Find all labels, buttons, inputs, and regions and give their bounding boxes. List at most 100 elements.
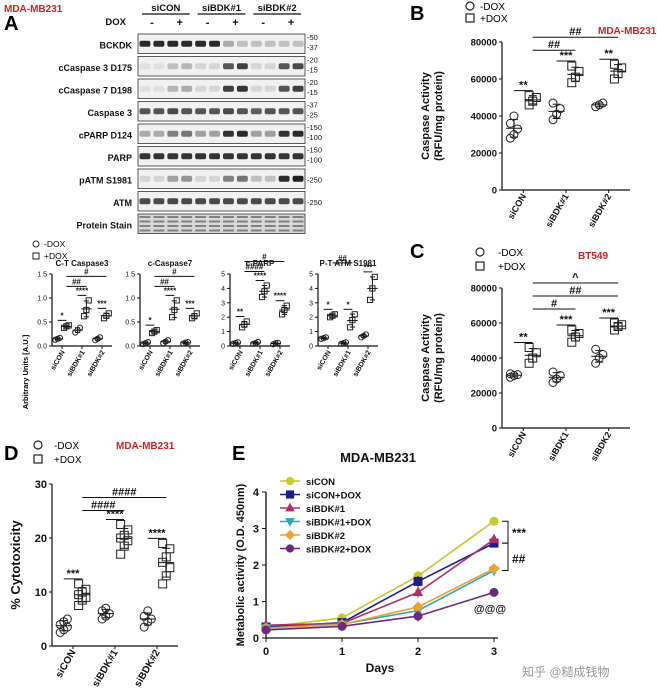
panel-a-letter: A bbox=[4, 13, 18, 35]
circle-marker bbox=[164, 337, 172, 344]
circle-marker bbox=[184, 339, 192, 346]
blot-strip bbox=[137, 101, 306, 122]
blot-mw-marker: -250 bbox=[307, 198, 322, 207]
blot-band bbox=[250, 153, 262, 160]
circle-marker bbox=[254, 338, 262, 346]
y-tick-label: 1.5 bbox=[37, 271, 47, 278]
significance-label: ## bbox=[512, 552, 526, 566]
square-marker bbox=[81, 584, 91, 594]
significance-label: # bbox=[262, 253, 267, 262]
x-axis-label: Days bbox=[366, 661, 395, 675]
blot-band bbox=[278, 225, 290, 227]
blot-band bbox=[236, 216, 248, 218]
blot-band bbox=[153, 153, 165, 160]
square-marker bbox=[531, 93, 541, 102]
circle-marker bbox=[555, 104, 565, 114]
blot-band bbox=[278, 63, 290, 70]
blot-band bbox=[181, 85, 193, 92]
blot-band bbox=[278, 85, 290, 92]
square-marker bbox=[165, 563, 175, 573]
x-tick-label: siBDK#2 bbox=[352, 349, 373, 378]
blot-band bbox=[195, 108, 207, 115]
y-tick-label: 60000 bbox=[471, 318, 497, 329]
y-axis-label: Metabolic activity (O.D. 450nm) bbox=[235, 483, 247, 646]
square-marker bbox=[263, 282, 270, 289]
panel-b-legend: -DOX +DOX bbox=[465, 1, 508, 25]
blot-band bbox=[167, 225, 179, 227]
blot-band bbox=[264, 130, 276, 137]
square-marker bbox=[153, 327, 160, 334]
y-tick-label: 2 bbox=[221, 315, 225, 322]
blot-mw-marker: -37 bbox=[307, 101, 318, 110]
blot-band bbox=[139, 108, 151, 115]
square-marker bbox=[165, 544, 175, 554]
blot-band bbox=[264, 108, 276, 115]
chart-title: c-PARP bbox=[246, 259, 275, 268]
circle-marker bbox=[322, 334, 330, 341]
blot-band bbox=[139, 216, 151, 218]
blot-band bbox=[167, 85, 179, 92]
blot-band bbox=[195, 40, 207, 47]
blot-band bbox=[236, 198, 248, 205]
blot-band bbox=[250, 220, 262, 223]
y-axis-label: Caspase Activity bbox=[420, 71, 432, 160]
triangle-marker bbox=[285, 518, 295, 527]
significance-label: ## bbox=[72, 277, 81, 286]
circle-marker bbox=[143, 606, 153, 616]
blot-row-label: cCaspase 3 D175 bbox=[58, 63, 132, 73]
blot-dox-sign: - bbox=[261, 17, 265, 29]
blot-band bbox=[223, 175, 234, 182]
y-tick-label: 0 bbox=[309, 343, 313, 350]
blot-band bbox=[209, 63, 220, 70]
y-tick-label: 3 bbox=[309, 300, 313, 307]
significance-label: ** bbox=[237, 308, 244, 317]
blot-dox-label: DOX bbox=[105, 17, 126, 28]
square-marker bbox=[243, 318, 250, 325]
significance-label: * bbox=[148, 316, 152, 325]
square-marker bbox=[331, 311, 338, 318]
blot-band bbox=[139, 198, 151, 205]
significance-label: * bbox=[60, 311, 64, 320]
square-marker bbox=[351, 311, 358, 318]
legend-circle-icon bbox=[33, 440, 43, 450]
x-tick-label: siCON bbox=[50, 350, 67, 372]
square-marker bbox=[65, 322, 72, 329]
square-marker bbox=[609, 318, 619, 328]
blot-band bbox=[292, 216, 304, 218]
blot-band bbox=[236, 225, 248, 227]
blot-band bbox=[167, 175, 179, 182]
x-tick-label: siBDK#2 bbox=[586, 192, 613, 229]
blot-band bbox=[167, 216, 179, 218]
blot-band bbox=[223, 220, 234, 223]
blot-band bbox=[250, 229, 262, 232]
y-tick-label: 4 bbox=[221, 286, 225, 293]
blot-band bbox=[236, 153, 248, 160]
blot-band bbox=[292, 108, 304, 115]
blot-band bbox=[153, 108, 165, 115]
significance-label: *** bbox=[512, 526, 526, 540]
circle-marker bbox=[489, 587, 499, 597]
blot-band bbox=[250, 175, 262, 182]
square-marker bbox=[349, 316, 356, 324]
significance-label: *** bbox=[363, 263, 373, 272]
chart-title: MDA-MB231 bbox=[340, 450, 416, 465]
significance-label: *** bbox=[560, 314, 574, 326]
circle-marker bbox=[598, 350, 608, 359]
blot-band bbox=[195, 229, 207, 232]
y-tick-label: 0 bbox=[253, 633, 259, 645]
x-tick-label: siCON bbox=[506, 430, 528, 459]
y-tick-label: 80000 bbox=[471, 37, 497, 48]
significance-label: **** bbox=[274, 292, 287, 301]
blot-band bbox=[264, 40, 276, 47]
square-marker bbox=[609, 59, 619, 69]
blot-band bbox=[139, 220, 151, 223]
legend-label: siBDK#2+DOX bbox=[306, 545, 372, 556]
blot-band bbox=[209, 108, 220, 115]
blot-band bbox=[167, 229, 179, 232]
blot-row-label: BCKDK bbox=[100, 40, 133, 50]
blot-band bbox=[167, 198, 179, 205]
blot-strip bbox=[137, 168, 306, 189]
diamond-marker bbox=[488, 563, 500, 575]
significance-label: ** bbox=[519, 332, 528, 344]
